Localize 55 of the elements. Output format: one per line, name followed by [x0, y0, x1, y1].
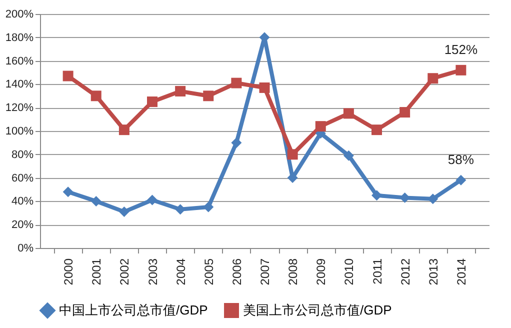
point [147, 96, 158, 107]
y-tick-label: 200% [5, 8, 34, 20]
point [118, 206, 130, 217]
y-tick-label: 0% [18, 242, 34, 254]
point [456, 64, 466, 76]
y-tick-label: 160% [5, 55, 34, 68]
point [231, 78, 242, 88]
legend-label: 中国上市公司总市值/GDP [59, 302, 208, 318]
y-tick-label: 120% [5, 102, 34, 114]
point [203, 202, 214, 212]
point [175, 86, 186, 96]
x-tick-label: 2000 [62, 258, 76, 286]
point [203, 90, 214, 102]
y-tick-label: 100% [5, 126, 34, 138]
y-tick-label: 140% [5, 78, 34, 91]
point [428, 73, 438, 84]
point [456, 174, 466, 186]
point [287, 149, 298, 160]
annotation: 58% [448, 152, 474, 168]
annotation: 152% [444, 42, 478, 58]
point [118, 124, 130, 136]
point [62, 70, 74, 82]
x-tick-label: 2010 [342, 258, 356, 286]
x-tick-label: 2002 [118, 258, 132, 286]
point [428, 194, 438, 204]
x-tick-label: 2004 [174, 258, 188, 286]
point [400, 107, 410, 118]
x-tick-label: 2014 [454, 258, 468, 286]
y-tick-label: 80% [11, 148, 34, 161]
x-tick-label: 2008 [286, 258, 300, 286]
x-tick-label: 2006 [230, 258, 244, 286]
point [147, 194, 158, 206]
x-tick-label: 2007 [258, 258, 272, 286]
point [343, 150, 354, 161]
legend-label: 美国上市公司总市值/GDP [243, 302, 392, 318]
y-tick-label: 20% [11, 219, 34, 232]
point [231, 137, 242, 148]
point [315, 121, 326, 132]
point [259, 82, 270, 93]
x-tick-label: 2001 [90, 258, 104, 286]
x-tick-label: 2011 [370, 258, 384, 284]
y-tick-label: 60% [11, 172, 34, 184]
point [62, 186, 74, 198]
y-tick-label: 180% [5, 32, 34, 44]
x-tick-label: 2012 [398, 258, 412, 286]
point [90, 196, 102, 206]
point [372, 190, 382, 201]
point [343, 108, 354, 119]
x-tick-label: 2013 [426, 258, 440, 286]
x-tick-label: 2005 [202, 258, 216, 286]
x-tick-label: 2003 [146, 258, 160, 286]
y-tick-label: 40% [11, 196, 34, 208]
point [372, 124, 382, 136]
x-tick-label: 2009 [314, 258, 328, 286]
point [90, 90, 102, 102]
